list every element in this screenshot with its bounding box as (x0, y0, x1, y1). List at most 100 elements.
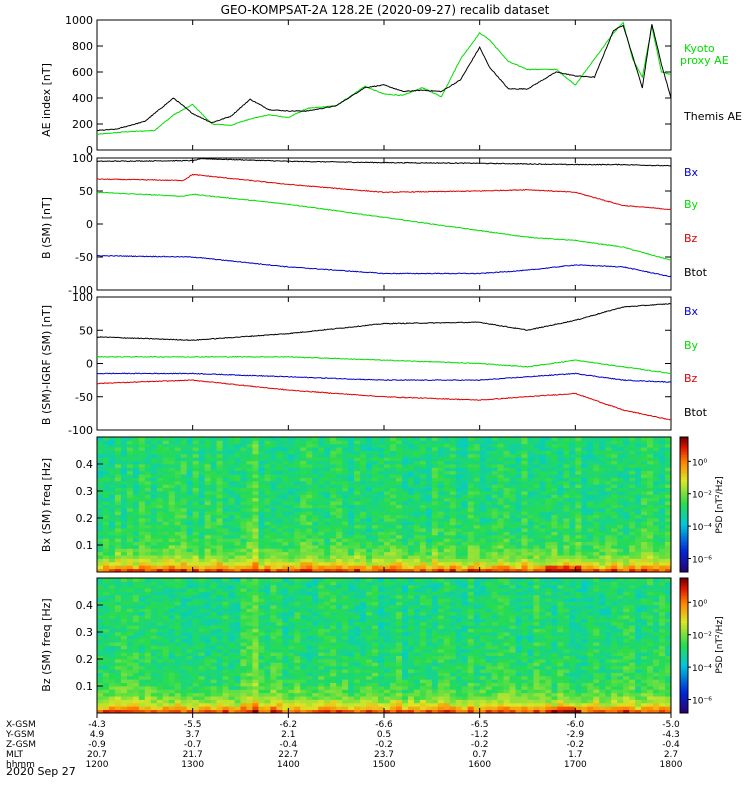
heatmap-cell (384, 521, 391, 526)
heatmap-cell (348, 447, 355, 451)
heatmap-cell (443, 561, 451, 566)
heatmap-cell (348, 480, 355, 485)
heatmap-cell (108, 545, 116, 549)
heatmap-cell (653, 511, 660, 516)
heatmap-cell (533, 524, 540, 529)
heatmap-cell (108, 689, 116, 694)
heatmap-cell (491, 528, 499, 532)
heatmap-cell (545, 497, 552, 502)
heatmap-cell (545, 545, 552, 549)
heatmap-cell (413, 551, 421, 556)
heatmap-cell (192, 655, 200, 660)
heatmap-cell (569, 501, 576, 505)
heatmap-cell (150, 638, 158, 643)
heatmap-cell (144, 642, 152, 646)
heatmap-cell (324, 464, 331, 468)
heatmap-cell (114, 491, 122, 495)
heatmap-cell (216, 635, 223, 640)
heatmap-cell (563, 555, 570, 559)
heatmap-cell (252, 521, 259, 526)
heatmap-cell (497, 491, 504, 495)
heatmap-cell (306, 521, 313, 526)
heatmap-cell (216, 531, 223, 536)
heatmap-cell (156, 501, 164, 505)
heatmap-cell (144, 464, 152, 468)
heatmap-cell (144, 581, 152, 586)
heatmap-cell (581, 487, 588, 492)
heatmap-cell (306, 497, 313, 502)
heatmap-cell (599, 470, 606, 475)
heatmap-cell (216, 652, 223, 657)
heatmap-cell (162, 669, 170, 673)
heatmap-cell (294, 511, 301, 516)
heatmap-cell (174, 524, 182, 529)
heatmap-cell (270, 524, 277, 529)
heatmap-cell (521, 447, 528, 451)
heatmap-cell (138, 534, 146, 539)
heatmap-cell (503, 440, 510, 445)
heatmap-cell (216, 578, 223, 582)
heatmap-cell (186, 470, 194, 475)
heatmap-cell (312, 541, 319, 546)
heatmap-cell (605, 511, 612, 516)
heatmap-cell (204, 594, 212, 599)
heatmap-cell (216, 662, 223, 667)
heatmap-cell (575, 551, 582, 556)
heatmap-cell (312, 474, 319, 478)
heatmap-cell (443, 555, 451, 559)
heatmap-cell (234, 534, 241, 539)
heatmap-cell (563, 504, 570, 509)
heatmap-cell (240, 474, 247, 478)
heatmap-cell (294, 541, 301, 546)
heatmap-cell (389, 511, 397, 516)
heatmap-cell (276, 453, 283, 458)
heatmap-cell (222, 504, 229, 509)
heatmap-cell (449, 467, 457, 472)
heatmap-cell (198, 655, 206, 660)
heatmap-cell (306, 467, 313, 472)
heatmap-cell (389, 447, 397, 451)
heatmap-cell (234, 558, 241, 563)
heatmap-cell (222, 682, 229, 687)
heatmap-cell (599, 534, 606, 539)
heatmap-cell (419, 568, 427, 573)
heatmap-cell (132, 501, 140, 505)
colorbar-segment (680, 556, 688, 559)
heatmap-cell (431, 511, 439, 516)
heatmap-cell (354, 477, 361, 482)
colorbar-segment (680, 518, 688, 521)
heatmap-cell (222, 460, 229, 465)
heatmap-cell (138, 608, 146, 613)
heatmap-cell (150, 665, 158, 670)
heatmap-cell (126, 501, 134, 505)
heatmap-cell (186, 480, 194, 485)
heatmap-cell (330, 480, 337, 485)
heatmap-cell (150, 558, 158, 563)
heatmap-cell (204, 548, 212, 553)
heatmap-cell (521, 484, 528, 489)
heatmap-cell (228, 601, 235, 606)
heatmap-cell (240, 453, 247, 458)
heatmap-cell (629, 470, 636, 475)
heatmap-cell (467, 464, 475, 468)
heatmap-cell (102, 662, 110, 667)
heatmap-cell (521, 507, 528, 512)
heatmap-cell (138, 669, 146, 673)
heatmap-cell (186, 460, 194, 465)
heatmap-cell (210, 648, 217, 653)
heatmap-cell (114, 615, 122, 619)
heatmap-cell (132, 558, 140, 563)
heatmap-cell (138, 551, 146, 556)
heatmap-cell (108, 662, 116, 667)
heatmap-cell (425, 487, 433, 492)
heatmap-cell (138, 652, 146, 657)
colorbar-segment (680, 509, 688, 512)
heatmap-cell (557, 541, 564, 546)
heatmap-cell (545, 464, 552, 468)
heatmap-cell (108, 665, 116, 670)
heatmap-cell (306, 437, 313, 441)
heatmap-cell (324, 534, 331, 539)
heatmap-cell (97, 578, 104, 582)
heatmap-cell (425, 545, 433, 549)
heatmap-cell (491, 545, 499, 549)
